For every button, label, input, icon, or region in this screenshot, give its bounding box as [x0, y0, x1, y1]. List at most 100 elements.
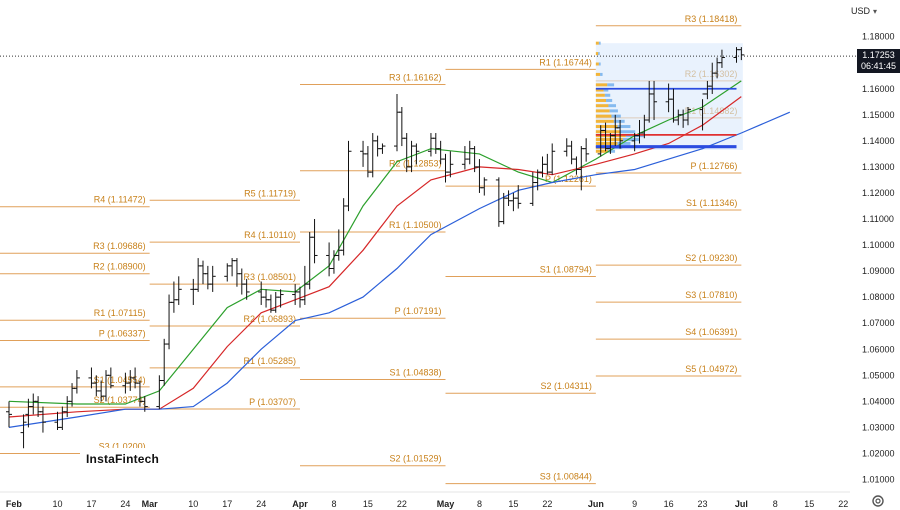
profile-bar-secondary	[617, 141, 631, 145]
ohlc-bar	[583, 138, 590, 162]
pivot-label: P (1.07191)	[395, 306, 442, 316]
profile-bar	[595, 62, 599, 66]
pivot-label: P (1.06337)	[99, 328, 146, 338]
moving-average-line	[8, 96, 742, 418]
ohlc-bar	[175, 276, 182, 305]
time-tick-label: Apr	[292, 499, 308, 509]
settings-gear-icon[interactable]	[871, 494, 885, 508]
ohlc-bar	[258, 281, 265, 305]
time-tick-label: 8	[331, 499, 336, 509]
price-tick-label: 1.13000	[862, 162, 895, 172]
time-tick-label: 24	[120, 499, 130, 509]
pivot-label: S3 (1.0200)	[99, 441, 146, 451]
pivot-label: P (1.03707)	[249, 397, 296, 407]
ohlc-bar	[277, 289, 284, 308]
time-tick-label: 23	[698, 499, 708, 509]
time-tick-label: 17	[222, 499, 232, 509]
ohlc-bar	[481, 177, 488, 196]
profile-bar-secondary	[606, 98, 613, 102]
ohlc-bar	[568, 140, 575, 165]
ohlc-bar	[306, 232, 313, 290]
time-tick-label: 22	[542, 499, 552, 509]
time-tick-label: 24	[256, 499, 266, 509]
pivot-label: S2 (1.03774)	[94, 395, 146, 405]
profile-bar-secondary	[604, 93, 611, 97]
ohlc-bar	[447, 151, 454, 178]
time-tick-label: 8	[477, 499, 482, 509]
ohlc-bar	[243, 278, 250, 300]
profile-bar-secondary	[622, 138, 640, 142]
ohlc-bar	[326, 242, 333, 277]
pivot-label: R1 (1.05285)	[243, 356, 296, 366]
profile-bar-secondary	[613, 119, 625, 123]
ohlc-bar	[272, 291, 279, 313]
time-tick-label: May	[437, 499, 455, 509]
ohlc-bar	[311, 219, 318, 264]
profile-bar-secondary	[609, 109, 618, 113]
ohlc-bar	[495, 177, 502, 227]
pivot-label: S1 (1.11346)	[686, 198, 737, 208]
ohlc-bar	[233, 258, 240, 287]
time-tick-label: 8	[773, 499, 778, 509]
moving-average-line	[8, 80, 742, 405]
pivot-levels: R4 (1.11472) R3 (1.09686) R2 (1.08900) R1 (…	[0, 14, 742, 485]
ohlc-bar	[59, 406, 66, 431]
ohlc-bar	[432, 133, 439, 154]
ohlc-bar	[107, 367, 114, 389]
ohlc-bar	[161, 338, 168, 386]
price-tick-label: 1.03000	[862, 422, 895, 432]
ohlc-bar	[573, 156, 580, 175]
ohlc-bar	[544, 153, 551, 175]
ohlc-bar	[549, 143, 556, 175]
price-tick-label: 1.01000	[862, 475, 895, 485]
price-tick-label: 1.16000	[862, 84, 895, 94]
price-tick-label: 1.07000	[862, 318, 895, 328]
profile-bar-secondary	[598, 62, 601, 66]
profile-bar-secondary	[603, 88, 609, 92]
moving-average-line	[8, 111, 791, 428]
profile-bar-secondary	[607, 83, 615, 87]
price-tick-label: 1.12000	[862, 188, 895, 198]
price-tick-label: 1.05000	[862, 370, 895, 380]
profile-bar	[595, 114, 612, 118]
profile-bar	[595, 98, 607, 102]
ohlc-bar	[651, 80, 658, 121]
profile-bar	[595, 83, 608, 87]
pivot-label: R2 (1.08900)	[93, 262, 146, 272]
profile-bar-secondary	[617, 125, 631, 129]
ohlc-bar	[204, 265, 211, 290]
time-tick-label: 10	[188, 499, 198, 509]
pivot-label: S1 (1.04554)	[94, 375, 146, 385]
profile-bar	[595, 149, 608, 153]
currency-selector[interactable]: USD ▾	[851, 2, 895, 20]
time-tick-label: Feb	[6, 499, 23, 509]
ohlc-bar	[292, 284, 299, 305]
ohlc-bar	[64, 396, 71, 417]
time-tick-label: 17	[86, 499, 96, 509]
pivot-label: R3 (1.09686)	[93, 241, 146, 251]
profile-bar-secondary	[608, 104, 617, 108]
ohlc-bar	[39, 406, 46, 433]
profile-bar	[595, 119, 614, 123]
time-axis[interactable]: Feb 10 17 24 Mar 10 17 24 Apr 8 15 22 May 8 15 22 Jun 9 16…	[0, 491, 850, 509]
chevron-down-icon: ▾	[873, 6, 878, 16]
pivot-label: R3 (1.08501)	[243, 272, 296, 282]
ohlc-bar	[340, 198, 347, 256]
pivot-label: R4 (1.10110)	[244, 230, 296, 240]
ohlc-bar	[345, 140, 352, 212]
profile-bar-secondary	[598, 41, 601, 45]
ohlc-bar	[738, 47, 745, 61]
time-tick-label: 15	[363, 499, 373, 509]
ohlc-bar	[394, 93, 400, 152]
price-axis[interactable]: 1.180001.170001.160001.150001.140001.130…	[862, 32, 895, 485]
ohlc-bar	[617, 120, 624, 149]
time-tick-label: Mar	[142, 499, 159, 509]
profile-bar-secondary	[620, 130, 636, 134]
ohlc-bar	[263, 289, 270, 308]
pivot-label: R1 (1.07115)	[94, 308, 146, 318]
ohlc-bar	[6, 401, 12, 428]
ohlc-bar	[685, 106, 691, 126]
ohlc-bar	[30, 393, 37, 415]
ohlc-bar	[190, 278, 197, 305]
